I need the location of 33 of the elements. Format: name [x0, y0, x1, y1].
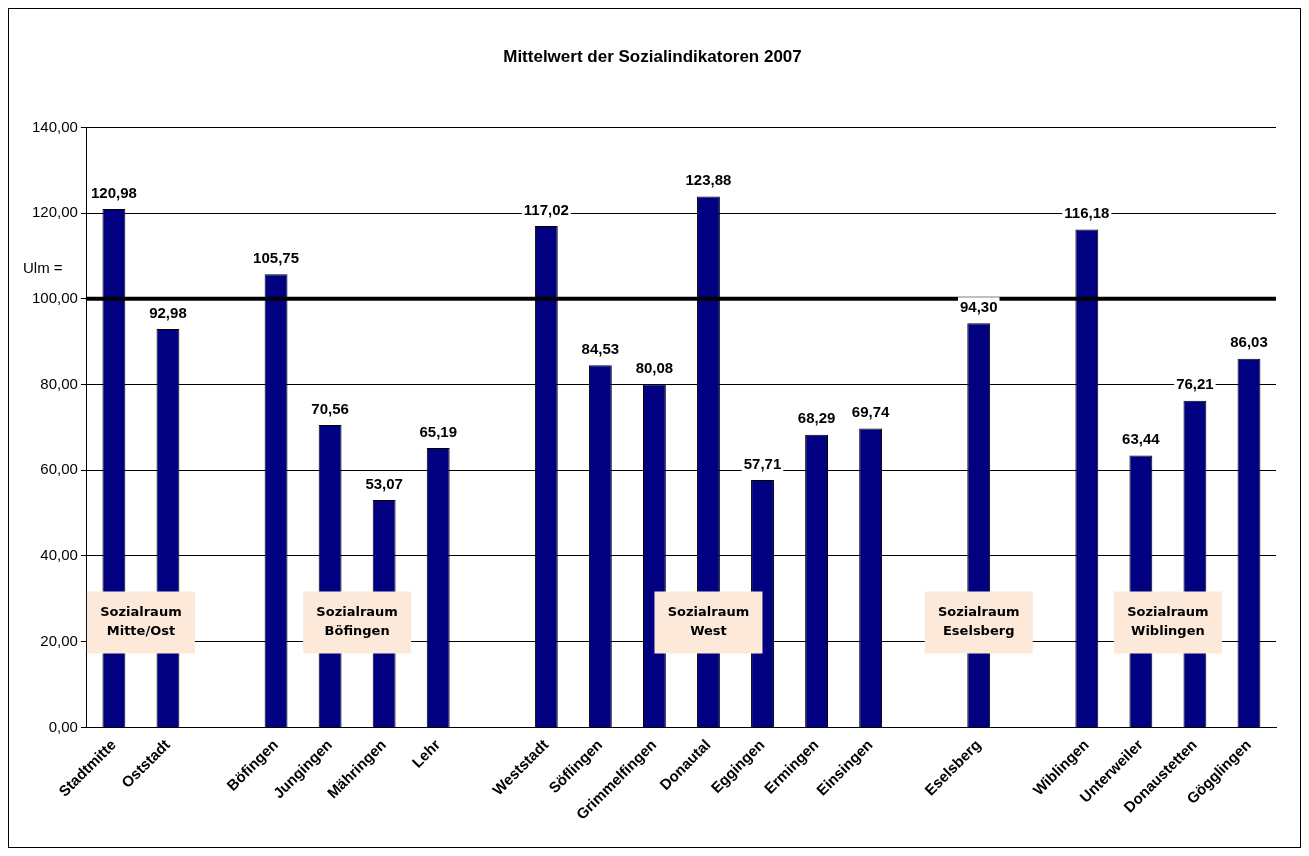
annotation: Sozialraum West: [667, 604, 750, 639]
data-label: 120,98: [90, 183, 137, 201]
annotation: Sozialraum Böfingen: [316, 604, 398, 639]
data-label: 94,30: [959, 297, 998, 315]
data-label: 68,29: [797, 409, 836, 427]
y-tick-label: 120,00: [31, 203, 78, 221]
data-label: 69,74: [851, 403, 891, 421]
data-label: 117,02: [523, 200, 569, 218]
data-label: 63,44: [1122, 430, 1161, 448]
data-label: 92,98: [149, 303, 187, 321]
data-label: 116,18: [1064, 204, 1110, 222]
y-tick-label: 140,00: [31, 117, 78, 135]
data-label: 70,56: [311, 399, 349, 417]
data-label: 105,75: [253, 248, 299, 266]
ref-line-label: Ulm =: [23, 258, 63, 276]
y-tick-label: 40,00: [40, 546, 78, 564]
y-tick-label: 0,00: [48, 717, 78, 735]
data-label: 53,07: [365, 474, 403, 492]
data-label: 57,71: [743, 454, 782, 472]
y-tick-label: 20,00: [40, 631, 78, 649]
annotation: Sozialraum Mitte/Ost: [100, 604, 182, 639]
chart-title: Mittelwert der Sozialindikatoren 2007: [503, 46, 802, 66]
y-tick-label: 60,00: [40, 460, 78, 478]
data-label: 80,08: [635, 358, 674, 376]
annotation: Sozialraum Wiblingen: [1127, 604, 1209, 639]
data-label: 76,21: [1176, 375, 1214, 393]
y-tick-label: 100,00: [31, 288, 78, 306]
data-label: 84,53: [581, 339, 620, 357]
y-tick-label: 80,00: [40, 374, 78, 392]
data-label: 86,03: [1230, 333, 1268, 351]
data-label: 65,19: [419, 422, 457, 440]
data-label: 123,88: [685, 171, 732, 189]
annotation: Sozialraum Eselsberg: [937, 604, 1020, 639]
